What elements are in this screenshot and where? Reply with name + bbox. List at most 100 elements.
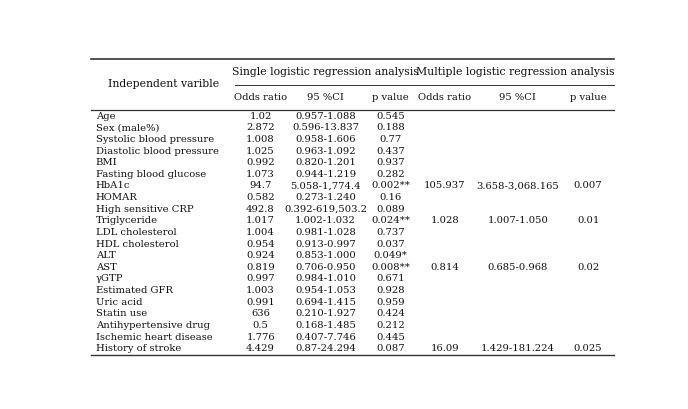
Text: Single logistic regression analysis: Single logistic regression analysis — [232, 67, 419, 77]
Text: 1.017: 1.017 — [246, 216, 275, 225]
Text: 0.424: 0.424 — [376, 309, 405, 318]
Text: 16.09: 16.09 — [430, 344, 459, 353]
Text: 0.963-1.092: 0.963-1.092 — [295, 146, 356, 155]
Text: 1.028: 1.028 — [430, 216, 459, 225]
Text: 1.073: 1.073 — [246, 170, 275, 179]
Text: Independent varible: Independent varible — [107, 79, 219, 90]
Text: 0.407-7.746: 0.407-7.746 — [295, 333, 356, 342]
Text: 0.928: 0.928 — [376, 286, 405, 295]
Text: 0.024**: 0.024** — [371, 216, 410, 225]
Text: Odds ratio: Odds ratio — [234, 93, 287, 102]
Text: 2.872: 2.872 — [246, 123, 275, 132]
Text: High sensitive CRP: High sensitive CRP — [96, 204, 193, 213]
Text: ALT: ALT — [96, 251, 116, 260]
Text: Fasting blood glucose: Fasting blood glucose — [96, 170, 206, 179]
Text: 1.007-1.050: 1.007-1.050 — [487, 216, 548, 225]
Text: 0.706-0.950: 0.706-0.950 — [295, 263, 356, 272]
Text: 0.853-1.000: 0.853-1.000 — [295, 251, 356, 260]
Text: 0.282: 0.282 — [376, 170, 405, 179]
Text: 0.582: 0.582 — [246, 193, 275, 202]
Text: 0.991: 0.991 — [246, 298, 275, 307]
Text: 1.02: 1.02 — [249, 112, 272, 121]
Text: Uric acid: Uric acid — [96, 298, 142, 307]
Text: Multiple logistic regression analysis: Multiple logistic regression analysis — [416, 67, 614, 77]
Text: γGTP: γGTP — [96, 274, 123, 283]
Text: Systolic blood pressure: Systolic blood pressure — [96, 135, 214, 144]
Text: 0.008**: 0.008** — [371, 263, 410, 272]
Text: 1.776: 1.776 — [246, 333, 275, 342]
Text: 0.819: 0.819 — [246, 263, 275, 272]
Text: HOMAR: HOMAR — [96, 193, 138, 202]
Text: Estimated GFR: Estimated GFR — [96, 286, 173, 295]
Text: HDL cholesterol: HDL cholesterol — [96, 240, 178, 249]
Text: 0.958-1.606: 0.958-1.606 — [295, 135, 356, 144]
Text: 0.545: 0.545 — [376, 112, 405, 121]
Text: 0.007: 0.007 — [574, 182, 603, 191]
Text: Age: Age — [96, 112, 116, 121]
Text: p value: p value — [372, 93, 409, 102]
Text: 0.01: 0.01 — [577, 216, 599, 225]
Text: 1.004: 1.004 — [246, 228, 275, 237]
Text: 0.814: 0.814 — [430, 263, 459, 272]
Text: LDL cholesterol: LDL cholesterol — [96, 228, 176, 237]
Text: 1.429-181.224: 1.429-181.224 — [481, 344, 555, 353]
Text: 94.7: 94.7 — [249, 182, 272, 191]
Text: 0.992: 0.992 — [246, 158, 275, 167]
Text: 636: 636 — [251, 309, 270, 318]
Text: 1.008: 1.008 — [246, 135, 275, 144]
Text: 0.087: 0.087 — [376, 344, 405, 353]
Text: 0.212: 0.212 — [376, 321, 405, 330]
Text: 0.089: 0.089 — [376, 204, 405, 213]
Text: Statin use: Statin use — [96, 309, 147, 318]
Text: 105.937: 105.937 — [424, 182, 465, 191]
Text: 0.87-24.294: 0.87-24.294 — [295, 344, 356, 353]
Text: 0.957-1.088: 0.957-1.088 — [295, 112, 356, 121]
Text: 0.437: 0.437 — [376, 146, 405, 155]
Text: HbA1c: HbA1c — [96, 182, 130, 191]
Text: 0.685-0.968: 0.685-0.968 — [488, 263, 548, 272]
Text: 0.959: 0.959 — [376, 298, 405, 307]
Text: Antihypertensive drug: Antihypertensive drug — [96, 321, 210, 330]
Text: Diastolic blood pressure: Diastolic blood pressure — [96, 146, 219, 155]
Text: 0.954-1.053: 0.954-1.053 — [295, 286, 356, 295]
Text: 0.049*: 0.049* — [374, 251, 407, 260]
Text: 0.168-1.485: 0.168-1.485 — [295, 321, 356, 330]
Text: 0.944-1.219: 0.944-1.219 — [295, 170, 356, 179]
Text: 0.694-1.415: 0.694-1.415 — [295, 298, 356, 307]
Text: 3.658-3,068.165: 3.658-3,068.165 — [476, 182, 559, 191]
Text: 0.5: 0.5 — [252, 321, 268, 330]
Text: History of stroke: History of stroke — [96, 344, 181, 353]
Text: 0.210-1.927: 0.210-1.927 — [295, 309, 356, 318]
Text: 0.737: 0.737 — [376, 228, 405, 237]
Text: 4.429: 4.429 — [246, 344, 275, 353]
Text: Sex (male%): Sex (male%) — [96, 123, 159, 132]
Text: 1.025: 1.025 — [246, 146, 275, 155]
Text: Odds ratio: Odds ratio — [418, 93, 471, 102]
Text: 0.981-1.028: 0.981-1.028 — [295, 228, 356, 237]
Text: 0.273-1.240: 0.273-1.240 — [295, 193, 356, 202]
Text: Triglyceride: Triglyceride — [96, 216, 158, 225]
Text: 1.002-1.032: 1.002-1.032 — [295, 216, 356, 225]
Text: 0.392-619,503.2: 0.392-619,503.2 — [284, 204, 367, 213]
Text: 95 %CI: 95 %CI — [499, 93, 536, 102]
Text: p value: p value — [570, 93, 607, 102]
Text: 5.058-1,774.4: 5.058-1,774.4 — [290, 182, 361, 191]
Text: 1.003: 1.003 — [246, 286, 275, 295]
Text: 492.8: 492.8 — [246, 204, 275, 213]
Text: 95 %CI: 95 %CI — [307, 93, 344, 102]
Text: 0.820-1.201: 0.820-1.201 — [295, 158, 356, 167]
Text: 0.997: 0.997 — [246, 274, 275, 283]
Text: 0.954: 0.954 — [246, 240, 275, 249]
Text: 0.671: 0.671 — [376, 274, 405, 283]
Text: 0.037: 0.037 — [376, 240, 405, 249]
Text: 0.984-1.010: 0.984-1.010 — [295, 274, 356, 283]
Text: 0.913-0.997: 0.913-0.997 — [295, 240, 356, 249]
Text: Ischemic heart disease: Ischemic heart disease — [96, 333, 213, 342]
Text: 0.02: 0.02 — [577, 263, 599, 272]
Text: 0.596-13.837: 0.596-13.837 — [292, 123, 359, 132]
Text: AST: AST — [96, 263, 116, 272]
Text: 0.188: 0.188 — [376, 123, 405, 132]
Text: 0.445: 0.445 — [376, 333, 405, 342]
Text: 0.002**: 0.002** — [371, 182, 410, 191]
Text: 0.924: 0.924 — [246, 251, 275, 260]
